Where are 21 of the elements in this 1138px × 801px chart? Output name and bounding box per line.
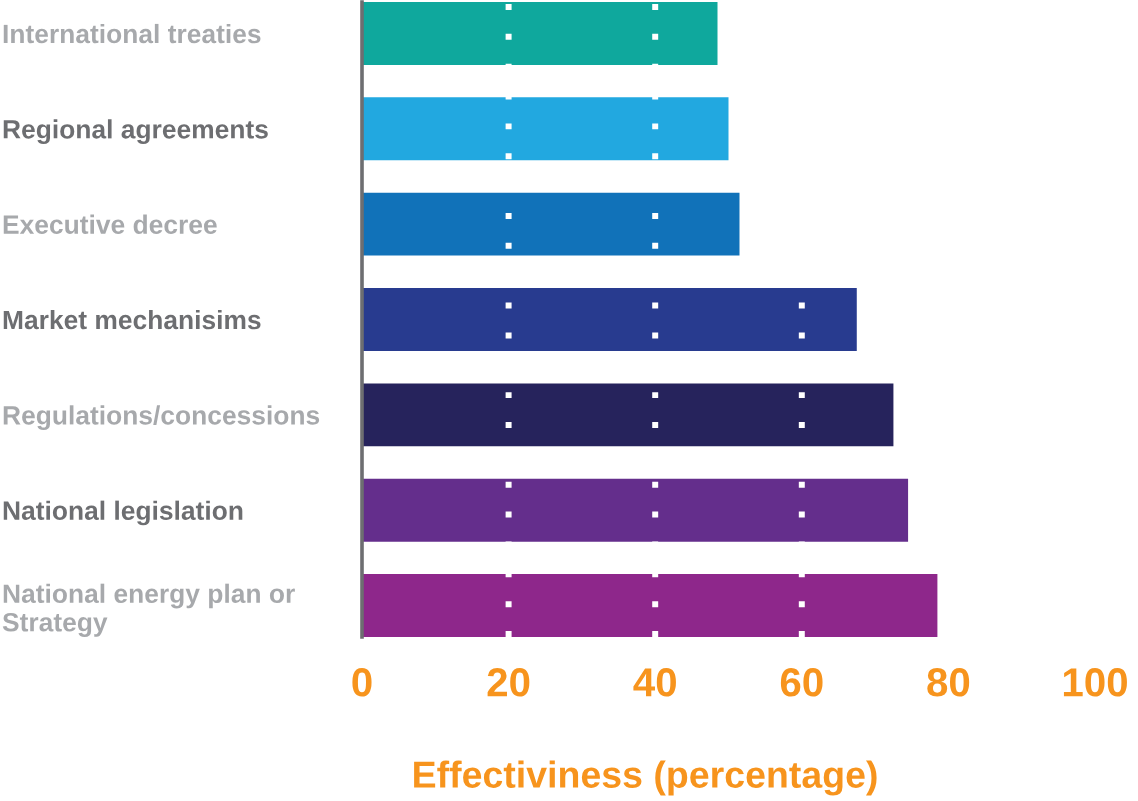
bar <box>362 192 740 256</box>
bar <box>362 574 938 637</box>
x-axis-title: Effectiviness (percentage) <box>414 760 877 796</box>
y-tick-label: National energy plan or Strategy <box>2 583 295 637</box>
bar <box>362 288 857 351</box>
y-tick-label: Executive decree <box>3 214 217 234</box>
y-tick-label: International treaties <box>3 23 261 44</box>
bar <box>362 2 718 65</box>
bar <box>362 478 909 542</box>
y-tick-label: Regulations/concessions <box>3 405 320 430</box>
x-tick-label: 40 <box>633 668 676 697</box>
bar <box>362 383 894 447</box>
x-tick-label: 0 <box>352 668 372 697</box>
x-tick-label: 100 <box>1063 668 1127 697</box>
y-tick-label: Regional agreements <box>3 119 268 144</box>
x-tick-label: 80 <box>927 668 970 697</box>
x-tick-label: 20 <box>487 668 530 697</box>
bar <box>362 97 729 161</box>
x-tick-label: 60 <box>780 668 823 697</box>
y-tick-label: National legislation <box>3 500 243 526</box>
y-tick-label: Market mechanisims <box>3 309 261 330</box>
